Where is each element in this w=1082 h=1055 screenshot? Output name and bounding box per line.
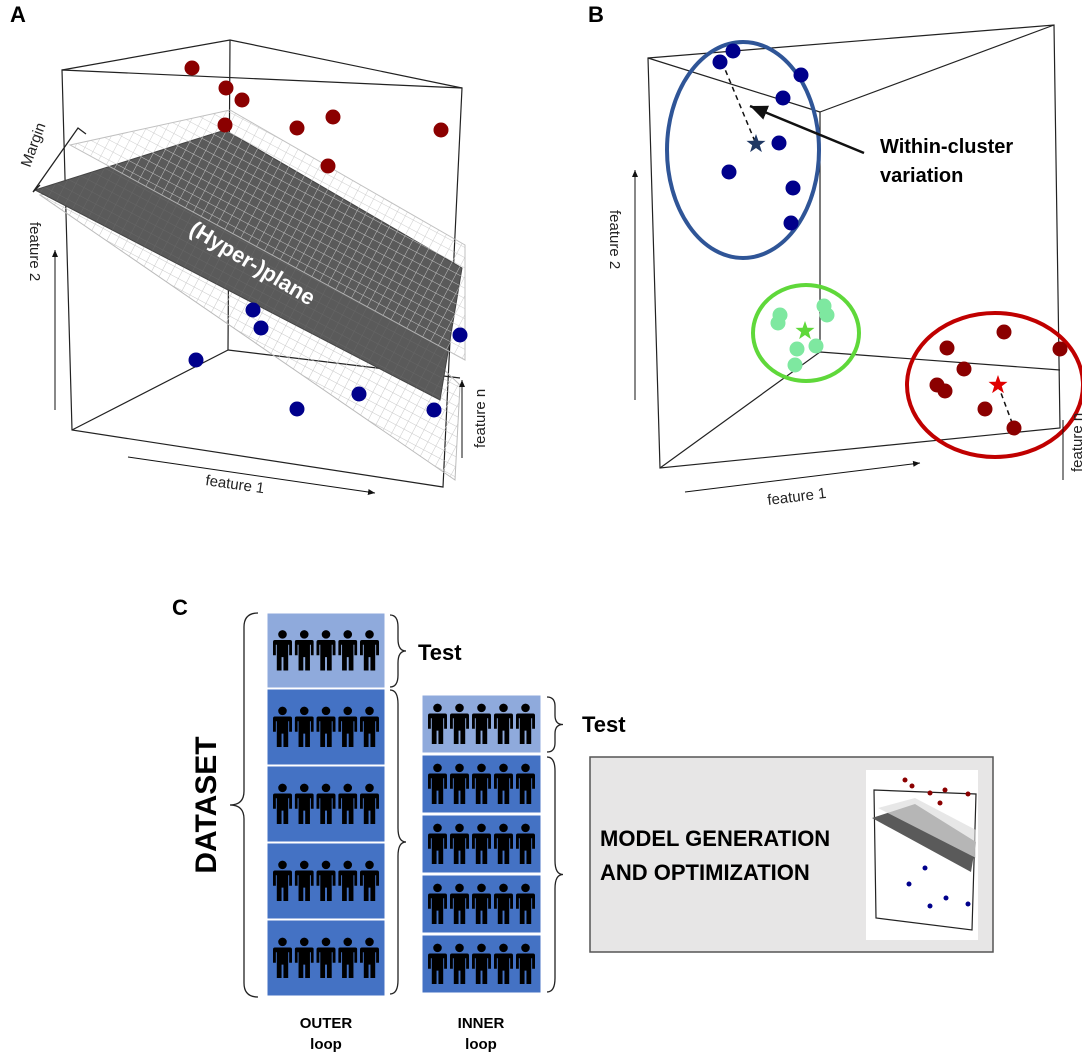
point	[235, 93, 250, 108]
point	[185, 61, 200, 76]
shape	[820, 25, 1054, 112]
point	[820, 308, 835, 323]
point	[957, 362, 972, 377]
figure: A (Hyper-)plane Margin feature 2 feature…	[0, 0, 1082, 1055]
point	[786, 181, 801, 196]
x-axis-label: feature 1	[766, 485, 827, 509]
point	[809, 339, 824, 354]
shape	[648, 58, 820, 468]
y-axis-label: feature 2	[606, 210, 623, 269]
point	[290, 402, 305, 417]
point	[776, 91, 791, 106]
panel-label: C	[172, 595, 188, 620]
point	[784, 216, 799, 231]
margin-label: Margin	[18, 120, 50, 169]
point	[997, 325, 1012, 340]
shape	[62, 40, 462, 88]
point	[940, 341, 955, 356]
point	[246, 303, 261, 318]
brace	[230, 613, 258, 997]
point	[218, 118, 233, 133]
shape	[907, 882, 912, 887]
point	[219, 81, 234, 96]
dataset-blocks	[230, 613, 563, 997]
model-text: AND OPTIMIZATION	[600, 860, 810, 885]
caption: loop	[465, 1036, 497, 1053]
page: {"panels": [ {"label": "A", "x_axis": "f…	[0, 0, 1082, 1055]
caption: OUTER	[300, 1015, 353, 1032]
annotation: Within-cluster	[880, 136, 1013, 158]
point	[938, 384, 953, 399]
shape	[903, 778, 908, 783]
point	[1053, 342, 1068, 357]
shape	[923, 866, 928, 871]
point	[772, 136, 787, 151]
point	[794, 68, 809, 83]
point	[722, 165, 737, 180]
y-axis-label: feature 2	[26, 222, 43, 281]
point	[788, 358, 803, 373]
annotation: variation	[880, 165, 963, 187]
shape	[944, 896, 949, 901]
brace	[390, 615, 406, 687]
point	[1007, 421, 1022, 436]
shape	[928, 791, 933, 796]
point	[453, 328, 468, 343]
brace	[547, 697, 563, 752]
point	[254, 321, 269, 336]
point	[352, 387, 367, 402]
thumbnail	[866, 770, 978, 940]
shape	[910, 784, 915, 789]
annotation-arrow	[750, 106, 864, 153]
point	[434, 123, 449, 138]
point	[978, 402, 993, 417]
point	[189, 353, 204, 368]
z-axis-label: feature n	[472, 389, 489, 448]
point	[713, 55, 728, 70]
shape	[966, 902, 971, 907]
centroid	[747, 134, 766, 152]
shape	[938, 801, 943, 806]
point	[427, 403, 442, 418]
brace	[390, 690, 406, 994]
point	[790, 342, 805, 357]
brace	[547, 757, 563, 992]
point	[726, 44, 741, 59]
model-text: MODEL GENERATION	[600, 826, 830, 851]
caption: loop	[310, 1036, 342, 1053]
z-axis-label: feature n	[1069, 413, 1082, 472]
point	[771, 316, 786, 331]
panel-label: A	[10, 2, 26, 27]
centroid	[796, 321, 815, 339]
caption: INNER	[458, 1015, 505, 1032]
point	[326, 110, 341, 125]
centroid	[989, 375, 1008, 393]
body: A (Hyper-)plane Margin feature 2 feature…	[0, 0, 1082, 1055]
shape	[928, 904, 933, 909]
panel-label: B	[588, 2, 604, 27]
points-b	[713, 44, 1068, 436]
distance-line	[722, 62, 756, 144]
point	[321, 159, 336, 174]
dataset-label: DATASET	[190, 736, 223, 873]
test-label: Test	[418, 640, 462, 665]
shape	[966, 792, 971, 797]
shape	[820, 352, 1060, 370]
shape	[943, 788, 948, 793]
point	[290, 121, 305, 136]
test-label: Test	[582, 712, 626, 737]
